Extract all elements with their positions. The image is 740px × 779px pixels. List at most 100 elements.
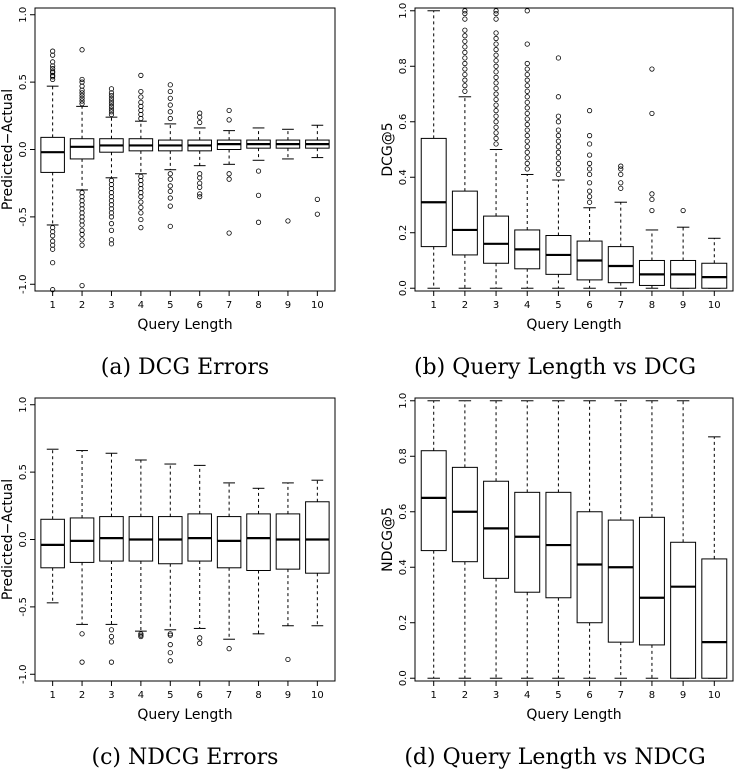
- outlier-point: [524, 116, 530, 122]
- plot-frame: [414, 397, 734, 682]
- iqr-box: [638, 259, 665, 286]
- box-3: [483, 8, 510, 289]
- iqr-box: [69, 138, 95, 160]
- panel-c: -1.0 -0.5 0.0 0.5 1.0 1 2 3 4 5 6 7 8 9 10 Query Length…: [0, 397, 336, 723]
- outlier-point: [555, 133, 562, 139]
- y-tick-label: 0.4: [398, 559, 409, 575]
- outlier-point: [493, 85, 499, 92]
- outlier-point: [167, 203, 173, 209]
- outlier-point: [555, 171, 562, 178]
- outlier-point: [108, 86, 115, 92]
- outlier-point: [493, 74, 499, 80]
- outlier-point: [586, 152, 593, 158]
- x-tick-label: 7: [618, 300, 624, 311]
- y-tick-label: 1.0: [398, 393, 409, 409]
- outlier-point: [555, 144, 562, 150]
- outlier-point: [462, 83, 468, 89]
- outlier-point: [493, 16, 499, 22]
- iqr-box: [451, 190, 478, 256]
- x-tick-label: 1: [431, 690, 437, 701]
- outlier-point: [197, 175, 203, 181]
- x-tick-label: 7: [226, 300, 232, 311]
- outlier-point: [197, 194, 203, 200]
- outlier-point: [79, 95, 85, 101]
- outlier-point: [462, 27, 468, 33]
- outlier-point: [555, 166, 562, 172]
- box-9: [275, 482, 301, 663]
- x-tick-label: 4: [138, 300, 144, 311]
- outlier-point: [524, 88, 530, 94]
- outlier-point: [50, 246, 56, 252]
- outlier-point: [524, 71, 530, 78]
- outlier-point: [462, 49, 468, 55]
- y-axis-label: Predicted−Actual: [0, 89, 16, 210]
- outlier-point: [524, 133, 530, 139]
- x-axis-label: Query Length: [137, 707, 232, 723]
- outlier-point: [524, 155, 530, 161]
- outlier-point: [108, 627, 115, 633]
- outlier-point: [493, 91, 499, 97]
- outlier-point: [524, 105, 530, 111]
- y-tick-label: 0.8: [398, 448, 409, 464]
- x-tick-label: 10: [708, 300, 721, 311]
- y-tick-label: 0.6: [398, 114, 409, 130]
- iqr-box: [216, 516, 242, 569]
- outlier-point: [555, 113, 562, 119]
- iqr-box: [451, 466, 478, 563]
- outlier-point: [493, 69, 499, 75]
- outlier-point: [555, 55, 562, 61]
- x-tick-label: 10: [311, 300, 324, 311]
- outlier-point: [138, 204, 144, 211]
- outlier-point: [555, 149, 562, 155]
- outlier-point: [167, 109, 173, 115]
- outlier-point: [586, 166, 593, 172]
- y-tick-label: 1.0: [18, 7, 29, 23]
- box-3: [99, 86, 124, 247]
- outlier-point: [493, 130, 499, 136]
- x-tick-label: 5: [555, 300, 561, 311]
- outlier-point: [108, 227, 115, 233]
- box-1: [40, 448, 65, 604]
- outlier-point: [226, 107, 232, 114]
- outlier-point: [462, 8, 468, 14]
- box-10: [701, 237, 728, 289]
- x-tick-label: 5: [555, 690, 561, 701]
- outlier-point: [524, 127, 530, 133]
- outlier-point: [167, 102, 173, 108]
- outlier-point: [138, 225, 144, 231]
- outlier-point: [524, 83, 530, 89]
- outlier-point: [524, 77, 530, 83]
- outlier-point: [524, 41, 530, 47]
- x-tick-label: 7: [226, 690, 232, 701]
- box-7: [216, 107, 242, 236]
- x-tick-label: 1: [49, 300, 55, 311]
- y-tick-label: 0.0: [398, 670, 409, 686]
- box-9: [670, 400, 697, 679]
- outlier-point: [79, 92, 85, 99]
- outlier-point: [314, 196, 320, 202]
- x-tick-label: 9: [285, 690, 291, 701]
- outlier-point: [167, 188, 173, 194]
- outlier-point: [680, 207, 686, 214]
- outlier-point: [524, 138, 530, 144]
- outlier-point: [50, 59, 56, 65]
- outlier-point: [524, 99, 530, 105]
- box-1: [420, 10, 447, 289]
- outlier-point: [586, 199, 593, 205]
- outlier-point: [462, 71, 468, 78]
- y-tick-label: 0.0: [18, 142, 29, 158]
- box-3: [483, 400, 510, 679]
- outlier-point: [493, 96, 499, 103]
- box-5: [545, 55, 572, 289]
- outlier-point: [138, 99, 144, 105]
- box-5: [158, 463, 183, 664]
- box-10: [305, 479, 330, 627]
- box-7: [216, 482, 242, 652]
- outlier-point: [79, 90, 85, 96]
- outlier-point: [555, 94, 562, 100]
- outlier-point: [79, 222, 85, 228]
- outlier-point: [255, 219, 262, 225]
- iqr-box: [483, 480, 510, 579]
